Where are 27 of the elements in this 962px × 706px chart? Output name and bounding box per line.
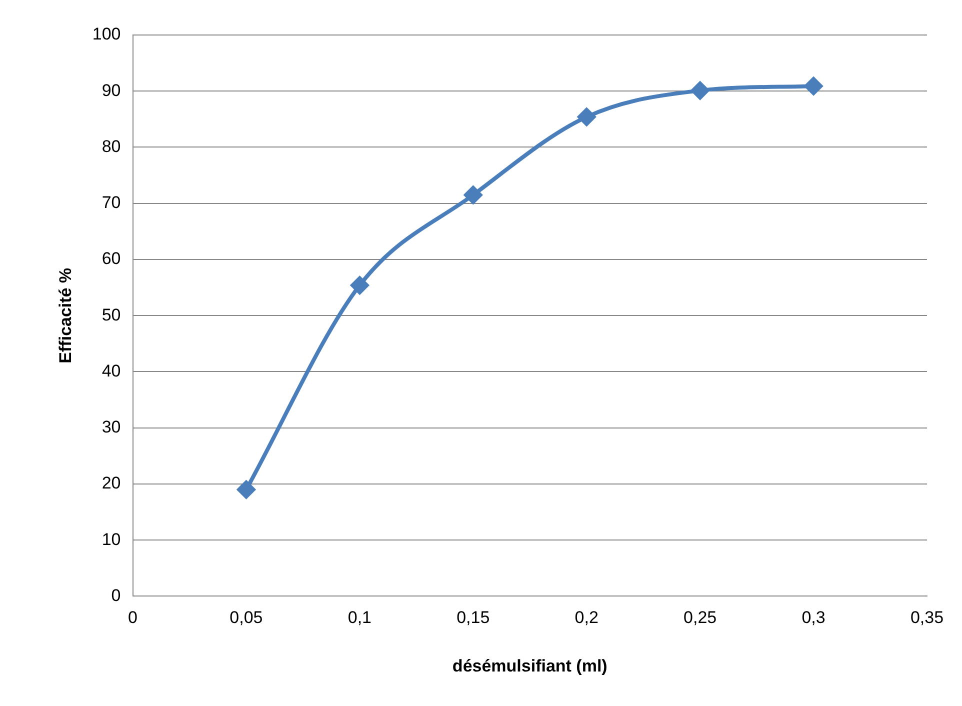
y-tick-label: 60 bbox=[102, 249, 121, 268]
point bbox=[804, 77, 823, 96]
x-tick-label: 0,15 bbox=[456, 608, 490, 628]
y-tick-label: 40 bbox=[102, 361, 121, 380]
y-tick-label: 70 bbox=[102, 193, 121, 212]
point bbox=[464, 186, 482, 204]
y-tick-label: 50 bbox=[102, 305, 121, 324]
x-tick-label: 0,05 bbox=[230, 608, 263, 628]
x-tick-label: 0,1 bbox=[348, 608, 372, 628]
point bbox=[578, 108, 596, 126]
y-tick-label: 80 bbox=[102, 136, 121, 156]
y-tick-label: 100 bbox=[92, 24, 121, 44]
x-tick-label: 0 bbox=[128, 608, 138, 628]
x-tick-label: 0,25 bbox=[684, 608, 717, 628]
x-tick-label: 0,3 bbox=[802, 608, 826, 628]
point bbox=[350, 276, 369, 294]
point bbox=[237, 480, 256, 499]
y-tick-label: 10 bbox=[102, 530, 121, 549]
y-axis-title: Efficacité % bbox=[56, 268, 75, 364]
point bbox=[691, 82, 710, 100]
x-tick-label: 0,35 bbox=[910, 608, 944, 628]
y-tick-label: 90 bbox=[102, 80, 121, 100]
x-axis-title: désémulsifiant (ml) bbox=[452, 656, 608, 676]
y-tick-label: 0 bbox=[111, 586, 121, 605]
y-tick-label: 20 bbox=[102, 474, 121, 493]
y-tick-label: 30 bbox=[102, 418, 121, 437]
x-tick-label: 0,2 bbox=[574, 608, 598, 628]
